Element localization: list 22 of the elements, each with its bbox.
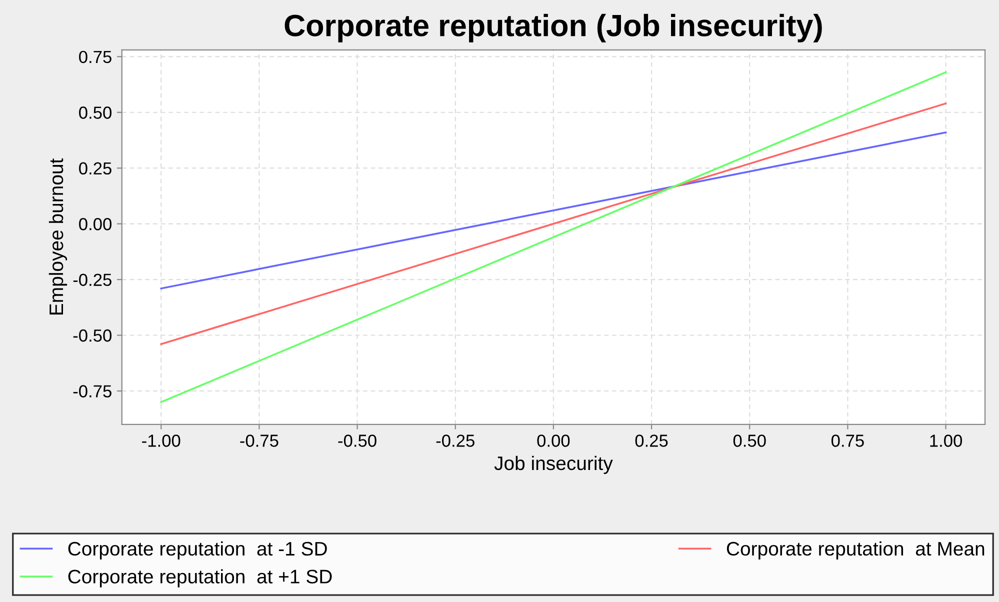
x-tick-label: -1.00 — [142, 434, 180, 447]
legend-label: Corporate reputation at +1 SD — [68, 569, 332, 588]
x-tick-label: -0.25 — [436, 434, 474, 447]
legend-label: Corporate reputation at Mean — [726, 541, 984, 560]
y-tick-label: 0.75 — [79, 50, 112, 64]
y-tick-label: 0.25 — [79, 162, 112, 175]
x-tick-label: -0.50 — [338, 434, 376, 447]
x-tick-label: 0.75 — [831, 434, 864, 447]
y-axis-title: Employee burnout — [48, 158, 68, 314]
y-tick-label: -0.50 — [73, 329, 112, 342]
y-tick-label: 0.50 — [79, 106, 112, 119]
x-axis-title: Job insecurity — [494, 456, 613, 474]
x-tick-label: 0.00 — [537, 434, 570, 447]
y-tick-label: -0.75 — [73, 385, 112, 398]
chart-title: Corporate reputation (Job insecurity) — [284, 14, 822, 42]
x-tick-label: 1.00 — [930, 434, 962, 447]
legend-label: Corporate reputation at -1 SD — [68, 541, 327, 560]
y-tick-label: -0.25 — [73, 274, 112, 286]
y-tick-label: 0.00 — [79, 218, 112, 230]
x-tick-label: 0.25 — [635, 434, 668, 447]
x-tick-label: -0.75 — [240, 434, 278, 447]
x-tick-label: 0.50 — [733, 434, 766, 447]
